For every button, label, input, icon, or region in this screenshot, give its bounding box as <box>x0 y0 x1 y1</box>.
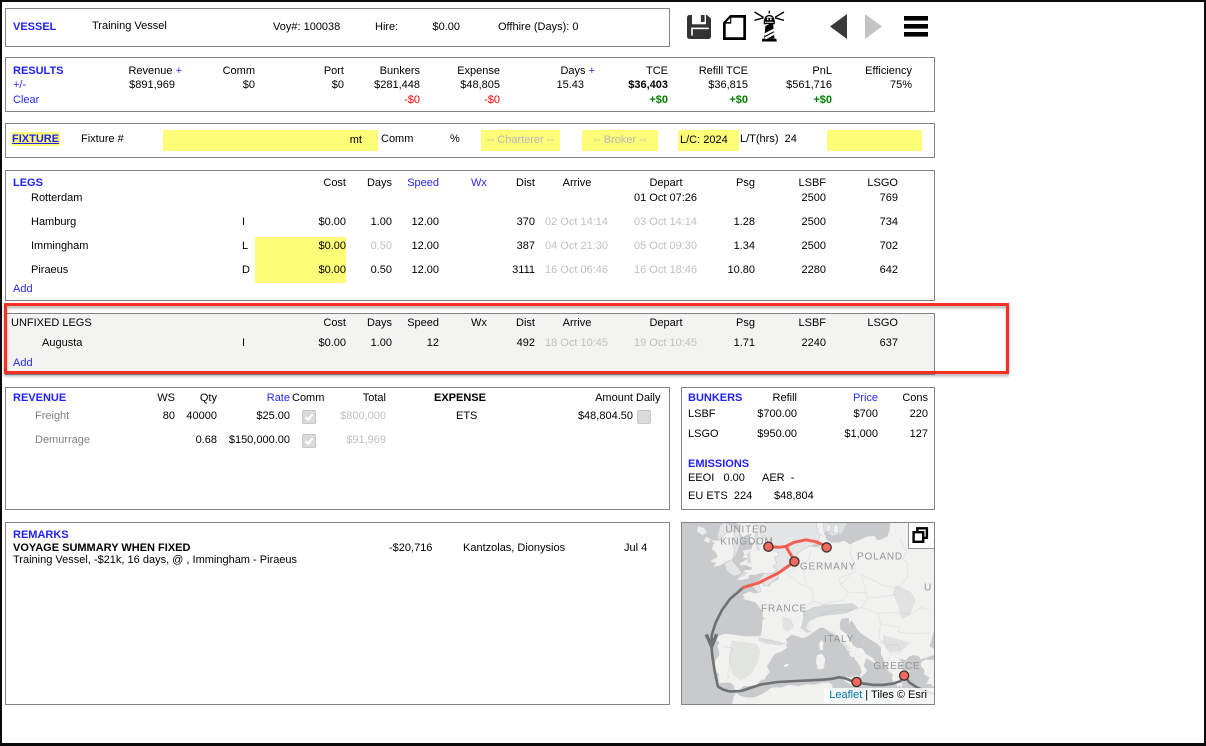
svg-text:FRANCE: FRANCE <box>761 603 807 614</box>
svg-text:KINGDOM: KINGDOM <box>720 537 773 548</box>
svg-text:POLAND: POLAND <box>857 552 903 563</box>
svg-text:U: U <box>924 583 932 594</box>
svg-text:ITALY: ITALY <box>824 634 854 645</box>
svg-text:GERMANY: GERMANY <box>800 562 856 573</box>
svg-text:GREECE: GREECE <box>873 661 920 672</box>
svg-text:UNITED: UNITED <box>725 525 767 536</box>
